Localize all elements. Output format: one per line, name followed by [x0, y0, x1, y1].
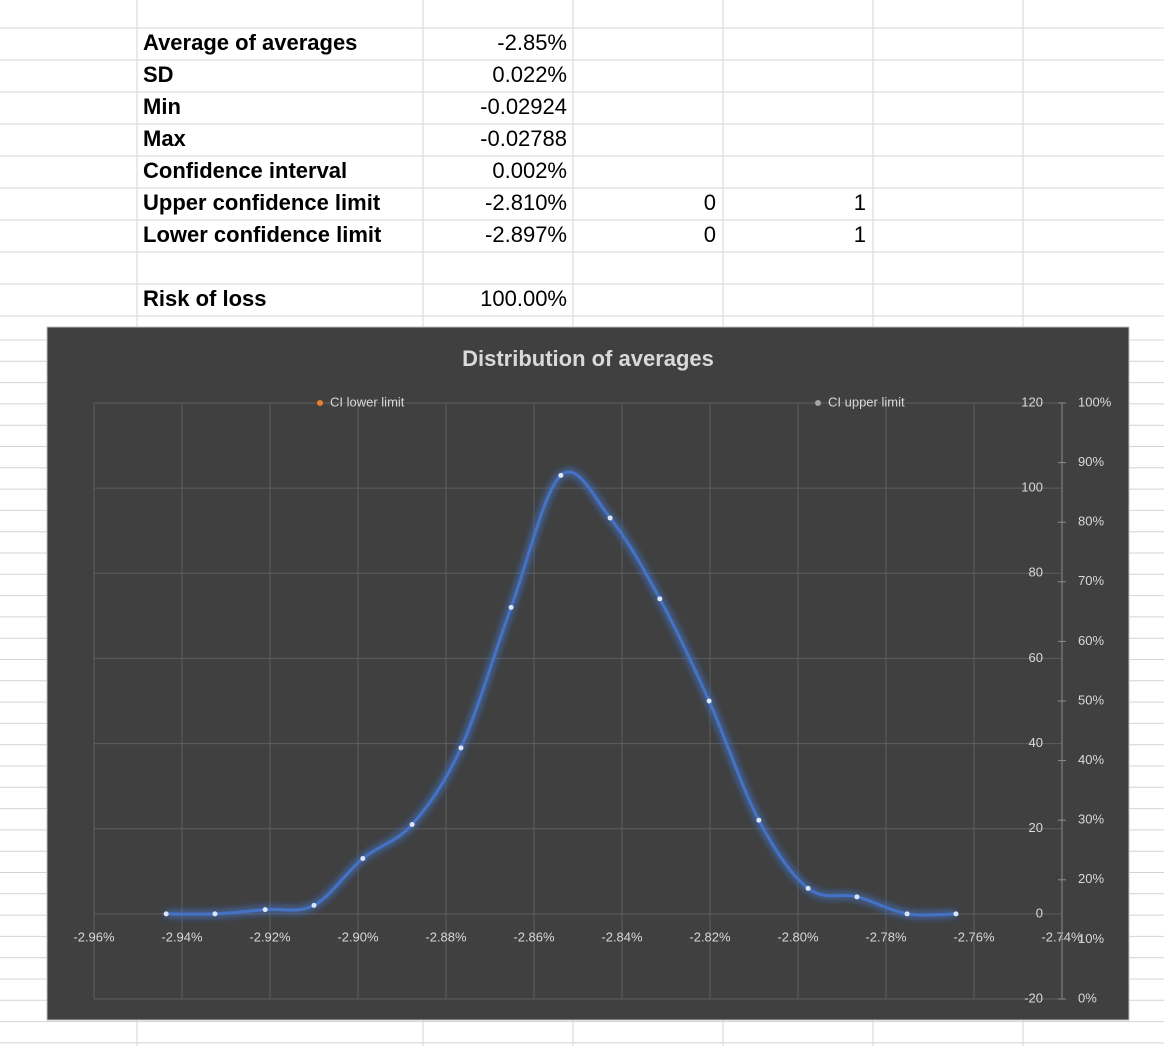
x-tick-label: -2.78% [865, 929, 907, 944]
cell: 0.002% [492, 158, 567, 183]
x-tick-label: -2.84% [601, 929, 643, 944]
chart: Distribution of averages -2.96% -2.94% -2.… [46, 326, 1130, 1021]
y2-tick-label: 50% [1078, 692, 1104, 707]
y2-tick-label: 90% [1078, 454, 1104, 469]
x-tick-label: -2.90% [337, 929, 379, 944]
chart-area [46, 326, 1130, 1021]
cell: -2.810% [485, 190, 567, 215]
data-point [458, 745, 464, 751]
cell: 1 [854, 222, 866, 247]
data-point [262, 907, 268, 913]
y-tick-label: 0 [1036, 905, 1043, 920]
data-point [360, 856, 366, 862]
data-point [558, 472, 564, 478]
data-point [706, 698, 712, 704]
cell: Max [143, 126, 187, 151]
x-tick-label: -2.92% [249, 929, 291, 944]
y2-tick-label: 40% [1078, 752, 1104, 767]
y-tick-label: -20 [1024, 990, 1043, 1005]
data-point [212, 911, 218, 917]
cell: 1 [854, 190, 866, 215]
data-point [854, 894, 860, 900]
x-tick-label: -2.80% [777, 929, 819, 944]
y2-tick-label: 10% [1078, 931, 1104, 946]
x-tick-label: -2.76% [953, 929, 995, 944]
legend-marker [317, 400, 323, 406]
cell: Risk of loss [143, 286, 266, 311]
data-point [657, 596, 663, 602]
data-point [756, 817, 762, 823]
cell: Upper confidence limit [143, 190, 381, 215]
cell: -2.897% [485, 222, 567, 247]
cells: Average of averages -2.85% SD 0.022% Min… [143, 30, 866, 311]
y-tick-label: 120 [1021, 394, 1043, 409]
cell: 100.00% [480, 286, 567, 311]
data-point [508, 604, 514, 610]
x-tick-label: -2.96% [73, 929, 115, 944]
cell: SD [143, 62, 174, 87]
cell: Average of averages [143, 30, 357, 55]
legend-label: CI upper limit [828, 394, 905, 409]
data-point [805, 885, 811, 891]
y2-tick-label: 20% [1078, 871, 1104, 886]
x-tick-label: -2.86% [513, 929, 555, 944]
y-tick-label: 40 [1029, 735, 1043, 750]
data-point [607, 515, 613, 521]
cell: -2.85% [497, 30, 567, 55]
cell: -0.02788 [480, 126, 567, 151]
cell: 0.022% [492, 62, 567, 87]
y-tick-label: 80 [1029, 565, 1043, 580]
cell: -0.02924 [480, 94, 567, 119]
x-tick-label: -2.82% [689, 929, 731, 944]
y2-tick-label: 100% [1078, 394, 1112, 409]
x-tick-label: -2.94% [161, 929, 203, 944]
y2-tick-label: 60% [1078, 633, 1104, 648]
cell: Lower confidence limit [143, 222, 382, 247]
y2-tick-label: 0% [1078, 990, 1097, 1005]
cell: Confidence interval [143, 158, 347, 183]
cell: 0 [704, 190, 716, 215]
y-tick-label: 60 [1029, 650, 1043, 665]
y2-tick-label: 30% [1078, 812, 1104, 827]
y-tick-label: 20 [1029, 820, 1043, 835]
x-tick-label: -2.88% [425, 929, 467, 944]
legend-marker [815, 400, 821, 406]
y-tick-label: 100 [1021, 480, 1043, 495]
data-point [163, 911, 169, 917]
data-point [311, 902, 317, 908]
chart-title: Distribution of averages [462, 346, 714, 371]
legend-label: CI lower limit [330, 394, 405, 409]
cell: Min [143, 94, 181, 119]
cell: 0 [704, 222, 716, 247]
data-point [409, 821, 415, 827]
y2-tick-label: 70% [1078, 573, 1104, 588]
data-point [904, 911, 910, 917]
data-point [953, 911, 959, 917]
y2-tick-label: 80% [1078, 514, 1104, 529]
